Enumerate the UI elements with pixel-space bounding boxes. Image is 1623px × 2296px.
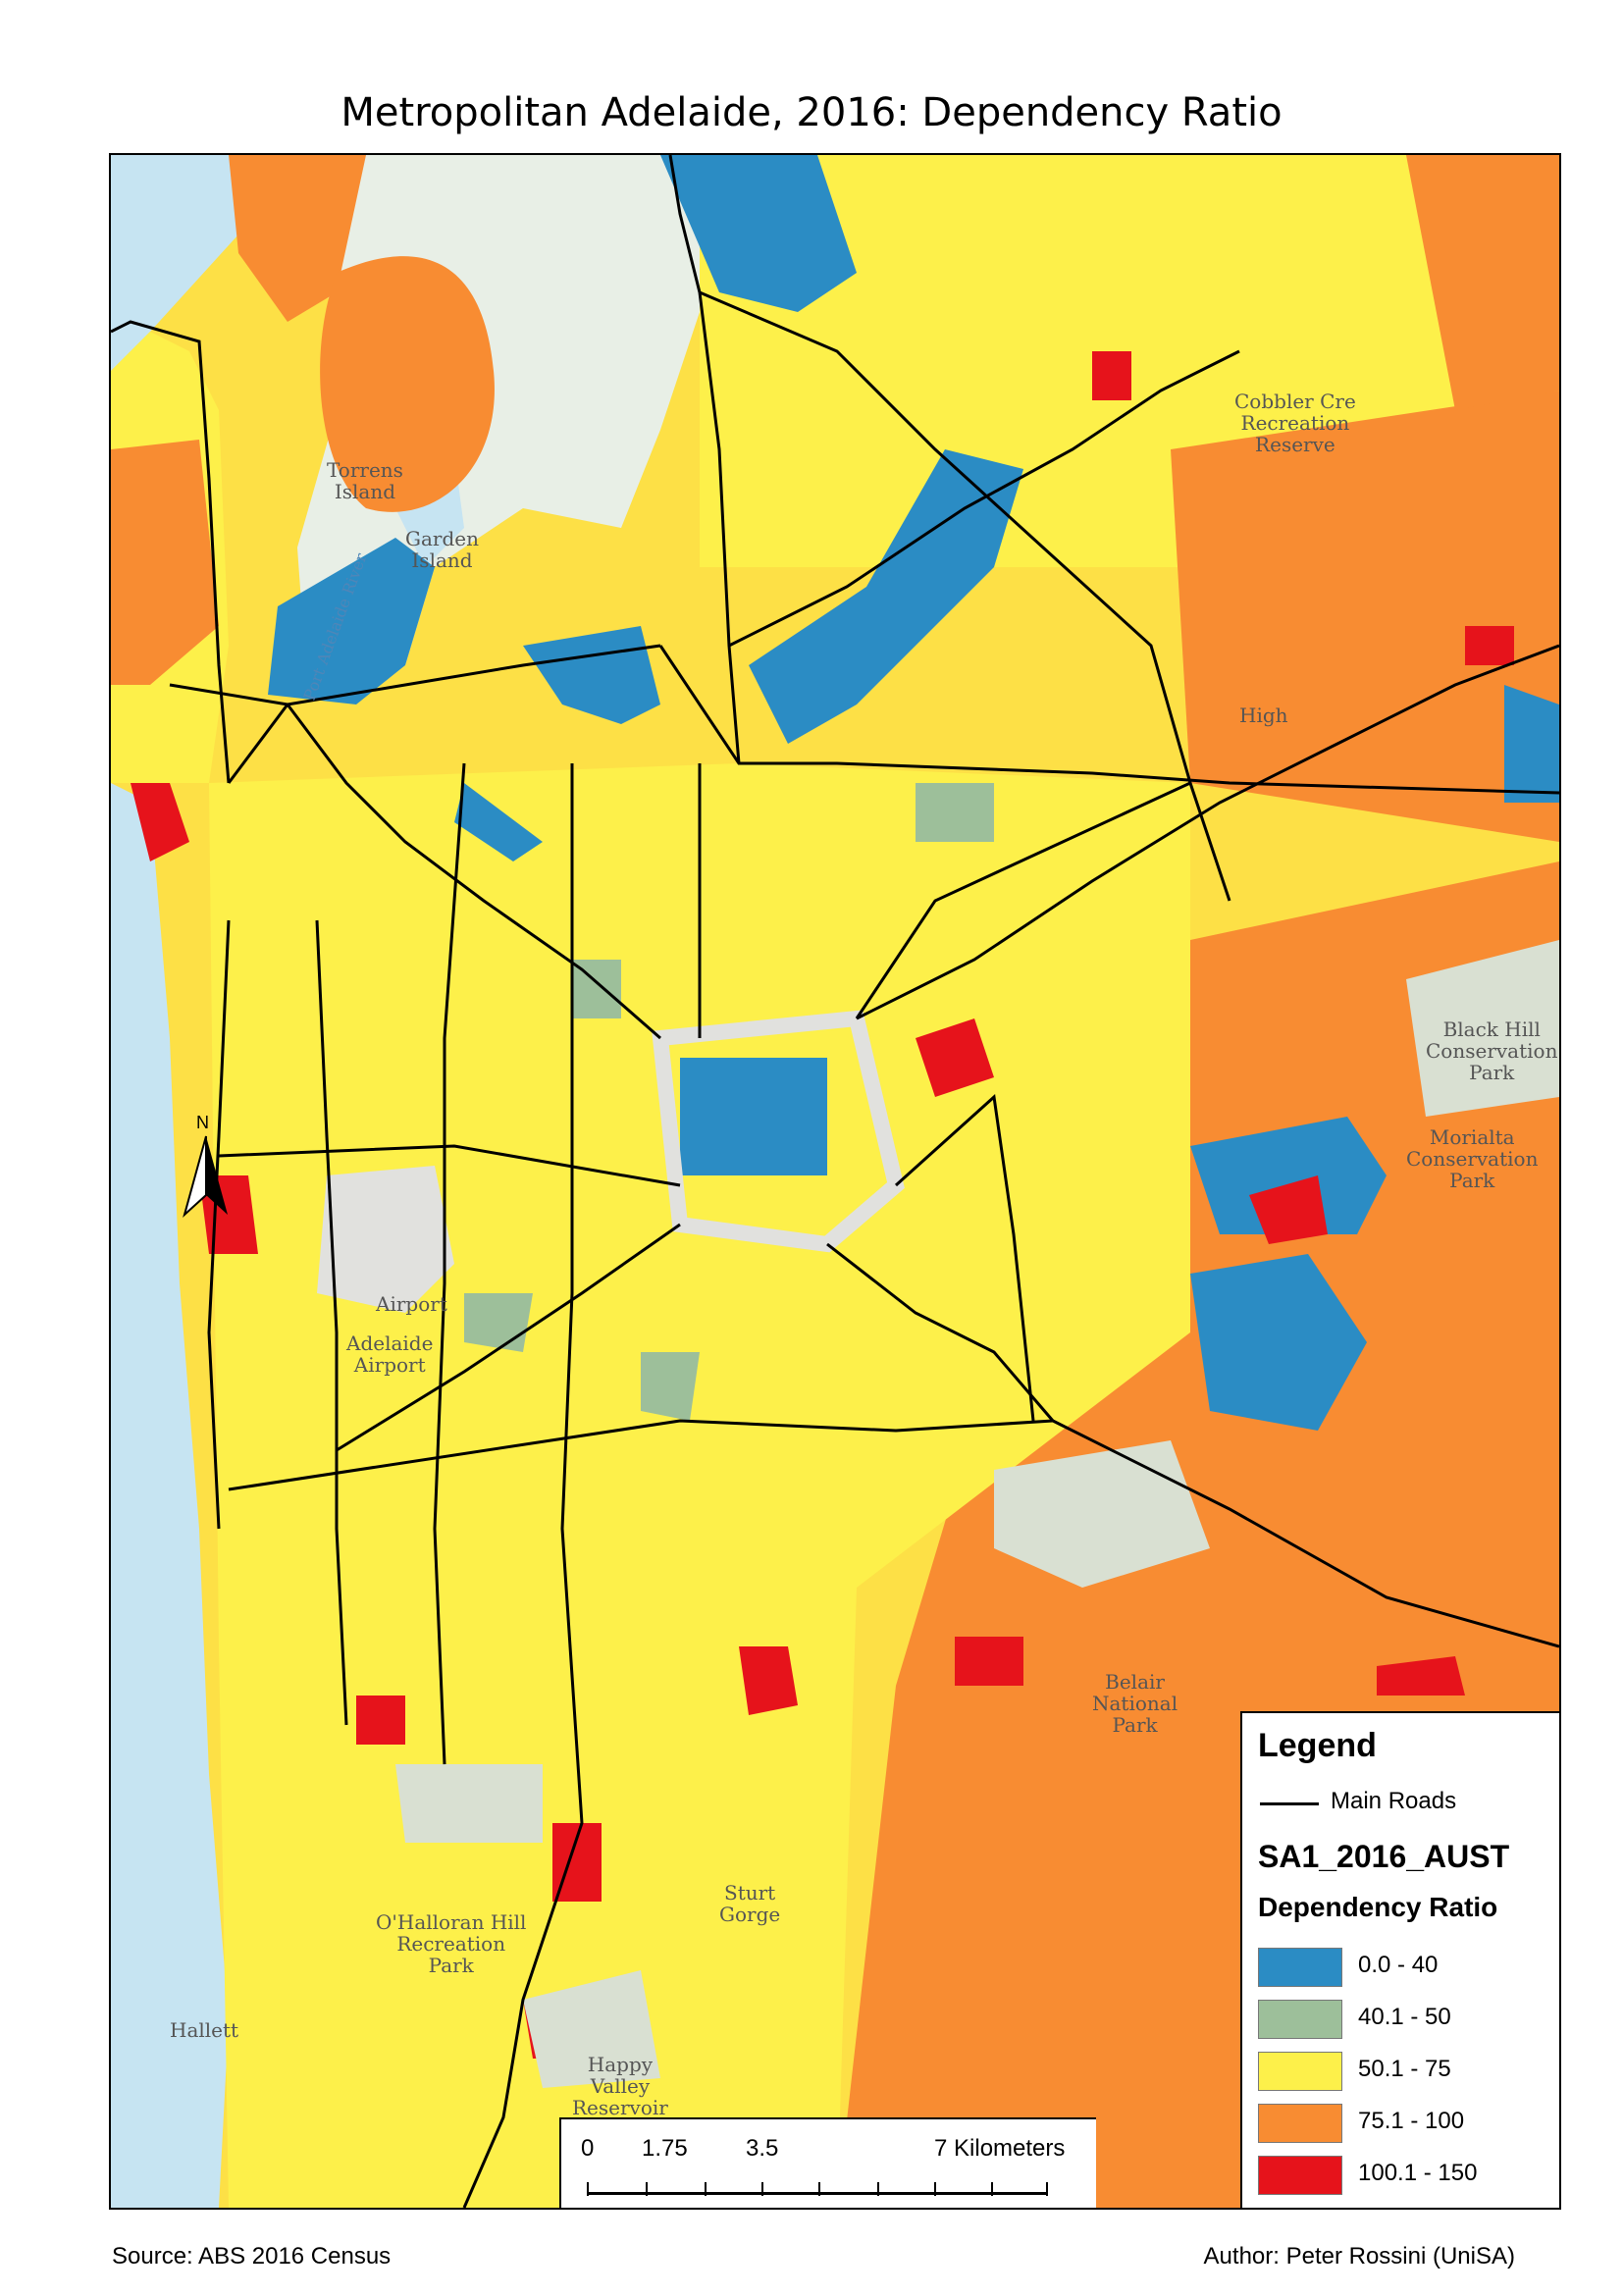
ohalloran-park <box>395 1764 543 1843</box>
main-roads-label: Main Roads <box>1331 1788 1457 1814</box>
airport-label: Airport <box>376 1292 447 1316</box>
hills-blue-1 <box>1190 1117 1387 1234</box>
red-patch-9 <box>1377 1656 1465 1696</box>
choropleth-map[interactable] <box>111 155 1559 2208</box>
red-patch-3 <box>916 1018 994 1097</box>
red-patch-10 <box>1092 351 1131 400</box>
sage-patch-1 <box>916 783 994 842</box>
legend-class-row: 100.1 - 150 <box>1258 2156 1552 2197</box>
east-suburbs <box>739 763 1190 1627</box>
red-patch-7 <box>552 1823 602 1902</box>
torrens-island-label: Torrens Island <box>327 458 403 503</box>
sage-patch-2 <box>572 960 621 1018</box>
garden-island-label: Garden Island <box>405 527 479 572</box>
lake-blue <box>1504 685 1559 803</box>
map-frame[interactable]: Torrens Island Garden Island Cobbler Cre Re… <box>109 153 1561 2210</box>
legend-class-swatch <box>1258 1948 1342 1987</box>
torrens-island <box>320 256 495 512</box>
author-note: Author: Peter Rossini (UniSA) <box>1203 2243 1515 2270</box>
source-note: Source: ABS 2016 Census <box>112 2243 392 2270</box>
scale-label-1: 1.75 <box>642 2135 688 2162</box>
red-patch-6 <box>739 1646 798 1715</box>
hallett-label: Hallett <box>170 2018 239 2042</box>
red-patch-12 <box>356 1696 405 1745</box>
scale-tick <box>705 2182 707 2196</box>
parklands-ring <box>652 1010 905 1253</box>
red-patch-1 <box>131 783 189 861</box>
legend-class-swatch <box>1258 2156 1342 2195</box>
scale-bar-line <box>587 2192 1048 2195</box>
scale-label-2: 3.5 <box>746 2135 779 2162</box>
black-hill-park <box>1406 940 1559 1117</box>
sage-patch-3 <box>464 1293 533 1352</box>
legend-title: Legend <box>1258 1727 1377 1764</box>
scale-tick <box>646 2182 648 2196</box>
legend-class-label: 40.1 - 50 <box>1358 2004 1451 2030</box>
high-label: High <box>1239 704 1288 727</box>
hills-blue-2 <box>1190 1254 1367 1431</box>
legend-layer-name: SA1_2016_AUST <box>1258 1839 1510 1874</box>
morialta-label: Morialta Conservation Park <box>1406 1125 1539 1192</box>
adelaide-airport-label: Adelaide Airport <box>346 1331 434 1377</box>
legend-class-row: 40.1 - 50 <box>1258 2000 1552 2041</box>
central-west <box>209 763 739 1686</box>
thebarton-blue <box>454 783 543 861</box>
cobbler-creek-label: Cobbler Cre Recreation Reserve <box>1234 390 1356 456</box>
scale-tick <box>818 2182 820 2196</box>
happy-valley <box>523 1970 660 2088</box>
salisbury-blue <box>660 155 857 312</box>
legend-class-label: 0.0 - 40 <box>1358 1952 1439 1978</box>
map-title: Metropolitan Adelaide, 2016: Dependency … <box>340 90 1283 135</box>
scale-tick <box>587 2182 589 2196</box>
sturt-gorge-label: Sturt Gorge <box>719 1881 781 1926</box>
main-roads-swatch <box>1260 1802 1319 1805</box>
legend-class-label: 75.1 - 100 <box>1358 2108 1465 2134</box>
legend-field-name: Dependency Ratio <box>1258 1892 1498 1922</box>
far-north-orange <box>229 155 366 322</box>
adelaide-airport-area <box>317 1166 454 1313</box>
happy-valley-label: Happy Valley Reservoir <box>572 2053 668 2119</box>
port-adelaide-blue <box>268 538 435 704</box>
ohalloran-hill-label: O'Halloran Hill Recreation Park <box>376 1910 527 1977</box>
scale-label-0: 0 <box>581 2135 595 2162</box>
legend-class-row: 75.1 - 100 <box>1258 2104 1552 2145</box>
north-letter: N <box>196 1113 209 1132</box>
northeast-strip <box>1406 155 1559 410</box>
legend-class-row: 50.1 - 75 <box>1258 2052 1552 2093</box>
legend-class-swatch <box>1258 2000 1342 2039</box>
cbd-blue <box>680 1058 827 1175</box>
legend-class-swatch <box>1258 2104 1342 2143</box>
sea <box>111 155 248 371</box>
scale-tick <box>1046 2182 1048 2196</box>
legend-class-row: 0.0 - 40 <box>1258 1948 1552 1989</box>
belair-label: Belair National Park <box>1092 1670 1178 1737</box>
scale-tick <box>761 2182 763 2196</box>
legend-class-label: 50.1 - 75 <box>1358 2056 1451 2082</box>
sage-patch-4 <box>641 1352 700 1421</box>
legend-class-label: 100.1 - 150 <box>1358 2160 1478 2186</box>
scale-tick <box>877 2182 879 2196</box>
red-patch-5 <box>955 1637 1023 1686</box>
red-patch-4 <box>1249 1175 1328 1244</box>
dry-creek-blue <box>749 449 1023 744</box>
red-patch-11 <box>1465 626 1514 665</box>
north-east-orange <box>1171 391 1559 842</box>
legend: Legend Main Roads SA1_2016_AUST Dependen… <box>1240 1711 1559 2208</box>
black-hill-label: Black Hill Conservation Park <box>1426 1018 1558 1084</box>
scale-tick <box>991 2182 993 2196</box>
gulf-st-vincent <box>111 783 229 2208</box>
scale-label-3: 7 Kilometers <box>934 2135 1066 2162</box>
north-orange <box>111 440 219 685</box>
scale-tick <box>934 2182 936 2196</box>
main-roads <box>111 155 1559 2208</box>
wingfield-blue <box>523 626 660 724</box>
north-arrow: N <box>179 1113 234 1221</box>
north-arrow-icon <box>183 1135 228 1219</box>
belair-park <box>994 1440 1210 1588</box>
scale-bar: 0 1.75 3.5 7 Kilometers <box>559 2117 1096 2208</box>
legend-class-swatch <box>1258 2052 1342 2091</box>
